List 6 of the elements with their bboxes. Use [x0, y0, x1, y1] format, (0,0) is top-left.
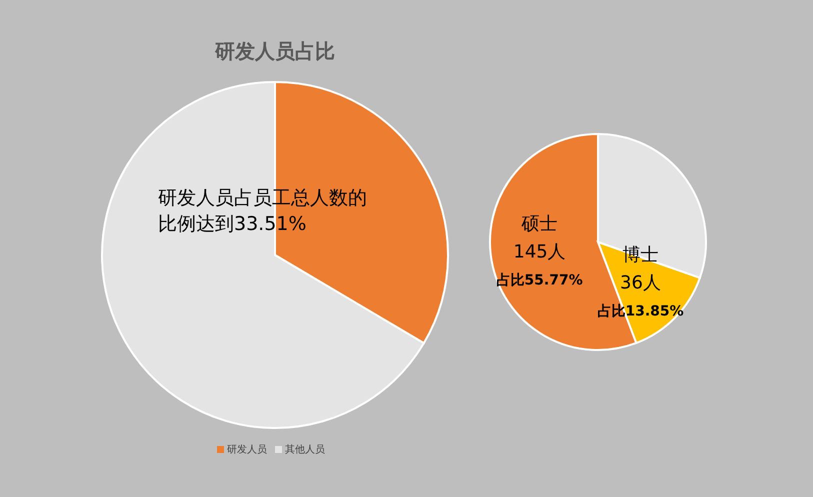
slice-label: 硕士 — [520, 214, 558, 235]
text: 36人 — [620, 272, 661, 294]
legend-label: 研发人员 — [227, 444, 267, 456]
text: 145人 — [513, 242, 566, 263]
legend-label: 其他人员 — [285, 444, 325, 456]
chart-title: 研发人员占比 — [214, 39, 335, 63]
